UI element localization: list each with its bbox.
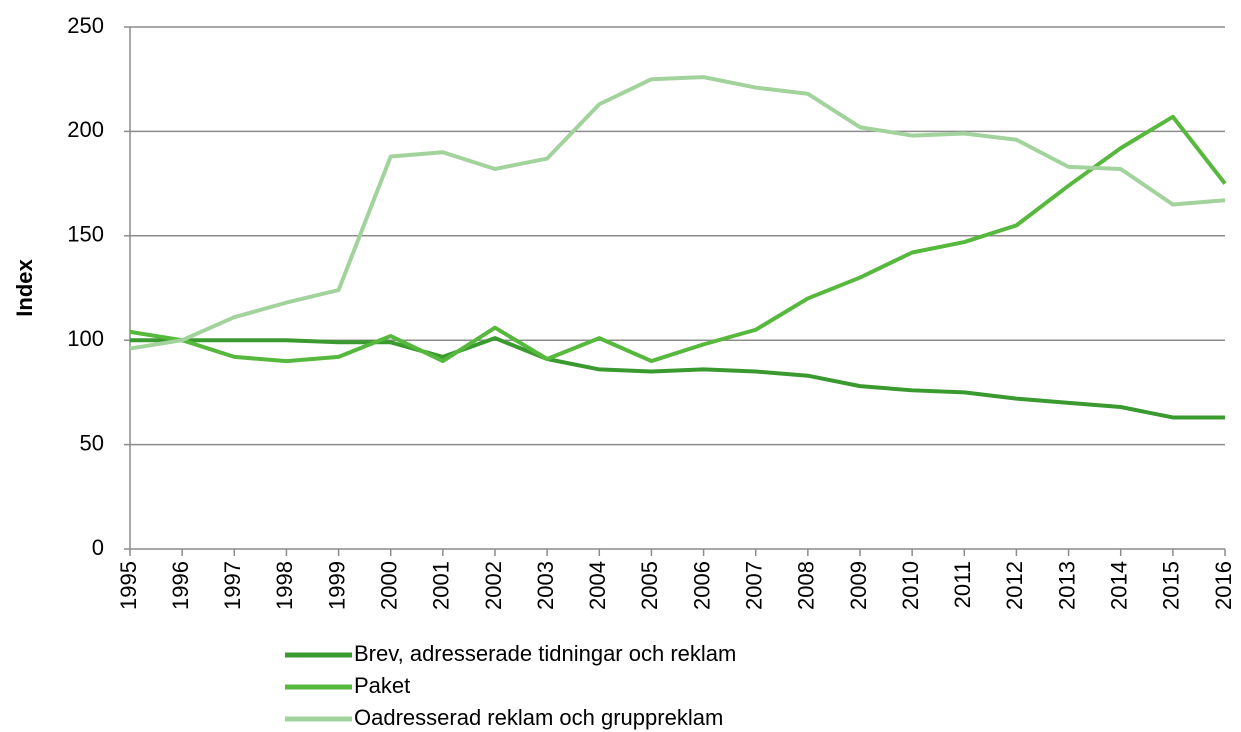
x-tick-label: 1997: [220, 561, 245, 610]
x-tick-label: 2015: [1159, 561, 1184, 610]
x-tick-label: 2005: [637, 561, 662, 610]
x-tick-label: 2010: [898, 561, 923, 610]
x-tick-label: 1999: [324, 561, 349, 610]
y-tick-label: 100: [67, 326, 104, 351]
x-tick-label: 2004: [585, 561, 610, 610]
x-tick-label: 1995: [116, 561, 141, 610]
x-tick-label: 2014: [1107, 561, 1132, 610]
y-tick-label: 0: [92, 535, 104, 560]
x-tick-label: 1996: [168, 561, 193, 610]
x-tick-label: 2008: [794, 561, 819, 610]
x-tick-label: 2013: [1054, 561, 1079, 610]
x-tick-label: 2009: [846, 561, 871, 610]
y-tick-label: 250: [67, 13, 104, 38]
y-tick-label: 200: [67, 117, 104, 142]
x-tick-label: 1998: [272, 561, 297, 610]
x-tick-label: 2003: [533, 561, 558, 610]
x-tick-label: 2002: [481, 561, 506, 610]
x-tick-label: 2007: [742, 561, 767, 610]
y-tick-label: 50: [80, 430, 104, 455]
x-tick-label: 2000: [377, 561, 402, 610]
y-axis-label: Index: [12, 259, 37, 317]
x-tick-label: 2006: [689, 561, 714, 610]
x-tick-label: 2016: [1211, 561, 1236, 610]
x-tick-label: 2001: [429, 561, 454, 610]
legend-label: Paket: [354, 673, 410, 698]
x-tick-label: 2011: [950, 561, 975, 608]
series-line: [129, 75, 1226, 351]
y-tick-label: 150: [67, 222, 104, 247]
legend-label: Oadresserad reklam och gruppreklam: [354, 705, 723, 730]
series-line: [129, 114, 1227, 364]
series-line: [130, 336, 1225, 420]
legend-label: Brev, adresserade tidningar och reklam: [354, 641, 736, 666]
x-tick-label: 2012: [1002, 561, 1027, 610]
